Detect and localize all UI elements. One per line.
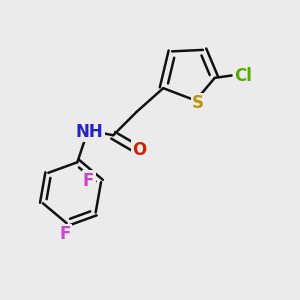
Text: Cl: Cl xyxy=(234,67,252,85)
Text: F: F xyxy=(83,172,94,190)
Text: O: O xyxy=(133,141,147,159)
Text: F: F xyxy=(59,225,71,243)
Text: NH: NH xyxy=(76,123,104,141)
Text: S: S xyxy=(192,94,204,112)
